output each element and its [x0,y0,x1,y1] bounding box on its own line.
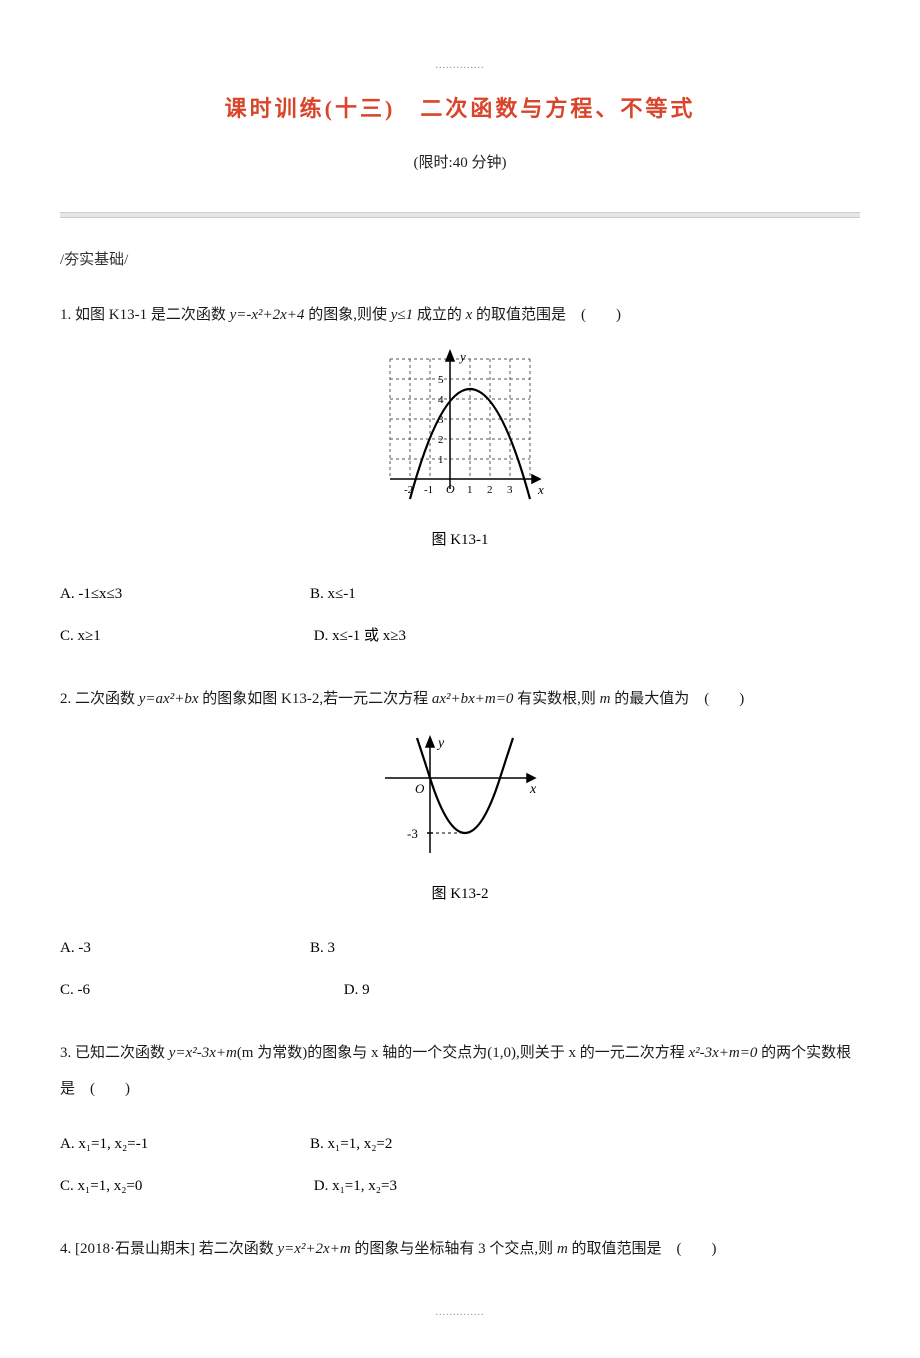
dots-top: .............. [60,60,860,71]
q1-yt-0: 1 [438,454,444,466]
q1-opt-b: B. x≤-1 [310,573,560,615]
q1-graph: y x -2 -1 O 1 2 3 1 2 3 4 5 [370,349,550,509]
q3-opt-a: A. x₁=1, x₂=-1 [60,1123,310,1165]
q2-caption: 图 K13-2 [60,882,860,903]
q3-paren: (m 为常数) [237,1045,307,1061]
q2-formula2: ax²+bx+m=0 [432,691,514,707]
q1-opt-row2: C. x≥1 D. x≤-1 或 x≥3 [60,615,860,657]
q2-minus3: -3 [407,826,418,841]
q3-opt-c: C. x₁=1, x₂=0 [60,1165,310,1207]
q1-tail: 的取值范围是 ( ) [472,307,621,323]
q1-text-after: 成立的 [413,307,466,323]
q3-text-before: 3. 已知二次函数 [60,1045,169,1061]
q2-opt-row2: C. -6 D. 9 [60,969,860,1011]
question-3: 3. 已知二次函数 y=x²-3x+m(m 为常数)的图象与 x 轴的一个交点为… [60,1035,860,1107]
q1-text-mid: 的图象,则使 [304,307,390,323]
q2-text-before: 2. 二次函数 [60,691,139,707]
q1-options: A. -1≤x≤3 B. x≤-1 C. x≥1 D. x≤-1 或 x≥3 [60,573,860,657]
q2-opt-a: A. -3 [60,927,310,969]
q1-text-before: 1. 如图 K13-1 是二次函数 [60,307,230,323]
q3-opt-d: D. x₁=1, x₂=3 [314,1178,397,1194]
time-limit: (限时:40 分钟) [60,151,860,172]
q2-options: A. -3 B. 3 C. -6 D. 9 [60,927,860,1011]
q1-xt-5: 3 [507,484,513,496]
q3-options: A. x₁=1, x₂=-1 B. x₁=1, x₂=2 C. x₁=1, x₂… [60,1123,860,1207]
q3-text-mid: 的图象与 x 轴的一个交点为(1,0),则关于 x 的一元二次方程 [307,1045,688,1061]
q3-formula1: y=x²-3x+m [169,1045,237,1061]
q2-y-label: y [436,736,445,751]
q4-formula: y=x²+2x+m [278,1241,351,1257]
q1-xt-1: -1 [424,484,433,496]
q2-var: m [600,691,611,707]
q4-var: m [557,1241,568,1257]
q2-formula1: y=ax²+bx [139,691,199,707]
section-head: /夯实基础/ [60,248,860,269]
q1-x-label: x [537,482,544,497]
q1-yt-1: 2 [438,434,444,446]
q2-origin: O [415,781,425,796]
q1-yt-4: 5 [438,374,444,386]
divider [60,212,860,218]
question-2: 2. 二次函数 y=ax²+bx 的图象如图 K13-2,若一元二次方程 ax²… [60,681,860,717]
q1-xt-4: 2 [487,484,493,496]
dots-bottom: .............. [60,1307,860,1318]
q2-x-label: x [529,782,537,797]
q4-text-before: 4. [2018·石景山期末] 若二次函数 [60,1241,278,1257]
q1-opt-a: A. -1≤x≤3 [60,573,310,615]
q2-text-after: 有实数根,则 [513,691,599,707]
q1-formula: y=-x²+2x+4 [230,307,305,323]
q1-opt-c: C. x≥1 [60,615,310,657]
q2-opt-d: D. 9 [344,982,370,998]
q2-graph: y x O -3 [375,733,545,863]
figure-k13-2: y x O -3 [60,733,860,868]
q2-opt-b: B. 3 [310,927,560,969]
q1-cond: y≤1 [391,307,413,323]
page-title: 课时训练(十三) 二次函数与方程、不等式 [60,91,860,123]
q1-yt-2: 3 [438,414,444,426]
figure-k13-1: y x -2 -1 O 1 2 3 1 2 3 4 5 [60,349,860,514]
q3-opt-b: B. x₁=1, x₂=2 [310,1123,560,1165]
q3-opt-row2: C. x₁=1, x₂=0 D. x₁=1, x₂=3 [60,1165,860,1207]
q1-xt-3: 1 [467,484,473,496]
q1-xt-2: O [446,482,455,496]
q4-text-mid: 的图象与坐标轴有 3 个交点,则 [351,1241,557,1257]
q1-y-label: y [458,349,466,364]
q2-opt-c: C. -6 [60,969,340,1011]
q1-opt-d: D. x≤-1 或 x≥3 [314,628,406,644]
q3-formula2: x²-3x+m=0 [688,1045,757,1061]
q4-tail: 的取值范围是 ( ) [568,1241,717,1257]
q1-xt-0: -2 [404,484,413,496]
q2-tail: 的最大值为 ( ) [610,691,744,707]
q1-yt-3: 4 [438,394,444,406]
q1-caption: 图 K13-1 [60,528,860,549]
q2-text-mid: 的图象如图 K13-2,若一元二次方程 [198,691,431,707]
question-1: 1. 如图 K13-1 是二次函数 y=-x²+2x+4 的图象,则使 y≤1 … [60,297,860,333]
question-4: 4. [2018·石景山期末] 若二次函数 y=x²+2x+m 的图象与坐标轴有… [60,1231,860,1267]
